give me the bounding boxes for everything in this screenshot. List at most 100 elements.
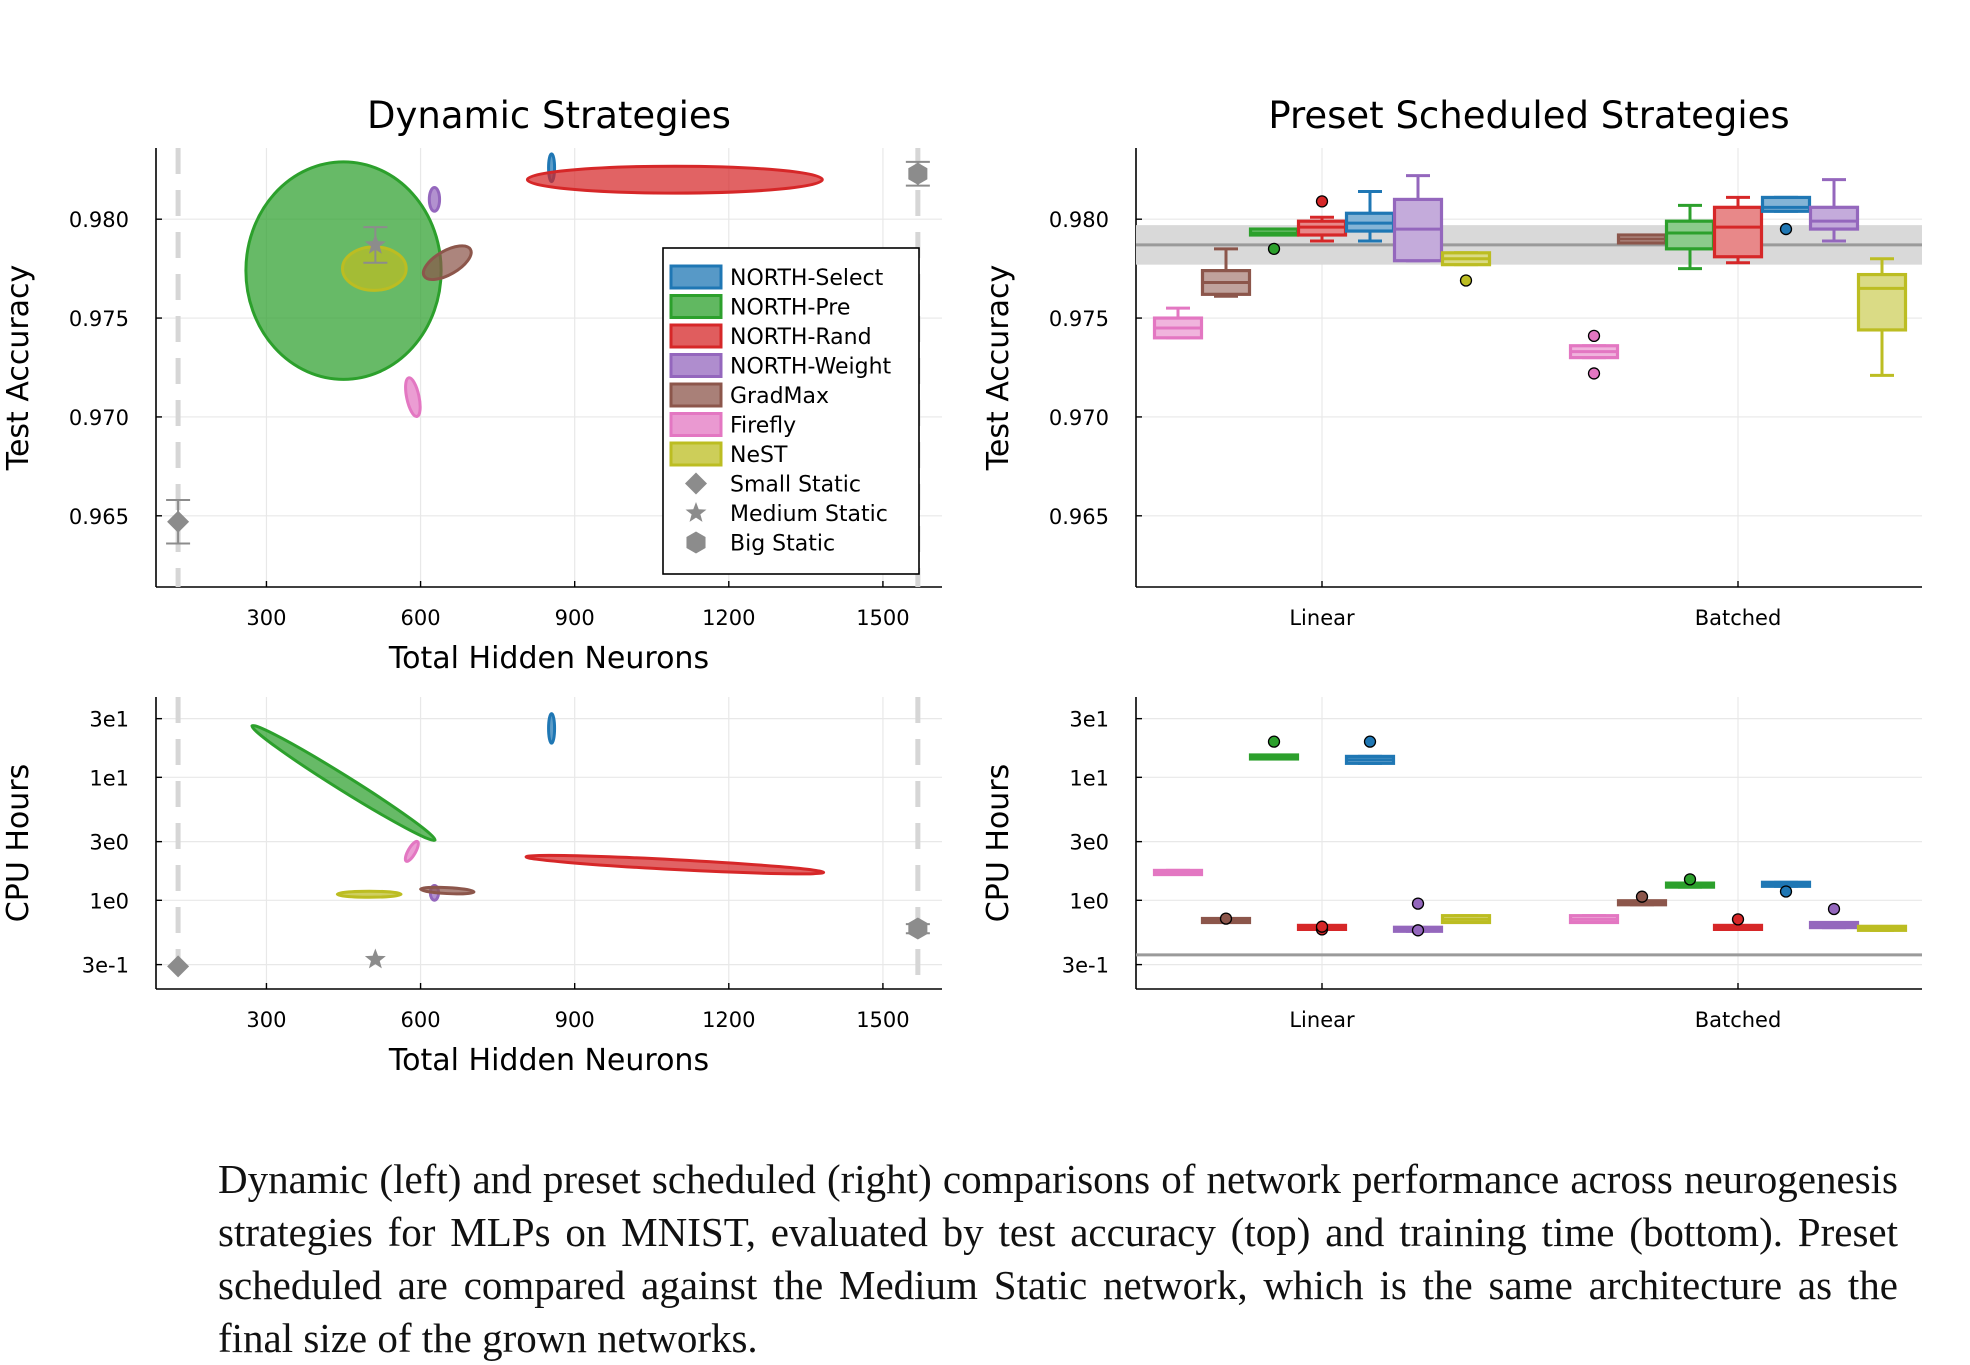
legend-swatch: [669, 412, 723, 437]
y-tick-label: 0.975: [1049, 307, 1109, 331]
marker-medium-static: [364, 948, 386, 969]
ellipse-northweight: [427, 186, 442, 213]
x-tick-label: 600: [401, 606, 441, 630]
y-tick-label: 1e0: [89, 889, 129, 913]
y-tick-label: 1e0: [1069, 889, 1109, 913]
legend-label: Medium Static: [730, 502, 888, 527]
ellipse-northpre: [250, 723, 437, 842]
outlier-point: [1779, 885, 1793, 898]
y-tick-label: 0.980: [1049, 208, 1109, 232]
outlier-point: [1219, 912, 1233, 925]
x-tick-label: 900: [555, 1008, 595, 1032]
y-tick-label: 3e0: [89, 831, 129, 855]
y-axis-label: Test Accuracy: [981, 265, 1016, 472]
y-tick-label: 3e0: [1069, 831, 1109, 855]
outlier-point: [1779, 222, 1793, 236]
outlier-point: [1459, 274, 1473, 287]
y-axis-label: CPU Hours: [1, 764, 36, 922]
ellipse-gradmax: [421, 244, 473, 282]
ellipse-firefly: [404, 376, 422, 419]
outlier-point: [1315, 195, 1329, 208]
y-tick-label: 0.980: [69, 208, 129, 232]
figure: 0.965 0.970 0.975 0.980 300 600 900 1200 1500 Dyn…: [1, 94, 1922, 1078]
x-tick-label: Batched: [1695, 1008, 1782, 1032]
y-tick-label: 3e-1: [82, 954, 129, 978]
dynamic-cpu-panel: 3e-1 1e0 3e0 1e1 3e1 300 600 900 1200 1500 Total H…: [1, 697, 942, 1078]
x-tick-label: 1200: [702, 606, 755, 630]
legend-marker: [685, 472, 707, 495]
x-tick-label: Linear: [1289, 606, 1355, 630]
legend-label: Big Static: [730, 532, 835, 557]
x-tick-label: 600: [401, 1008, 441, 1032]
outlier-point: [1315, 920, 1329, 933]
legend: NORTH-Select NORTH-Pre NORTH-Rand NORTH-Wei…: [662, 247, 920, 575]
ellipse-nest: [335, 889, 403, 899]
box-northselect-batched: [1760, 195, 1812, 213]
legend-swatch: [669, 323, 723, 349]
y-tick-label: 0.965: [69, 505, 129, 529]
chart-title: Preset Scheduled Strategies: [1268, 94, 1789, 137]
x-tick-label: 1200: [702, 1008, 755, 1032]
y-tick-label: 3e-1: [1062, 954, 1109, 978]
x-tick-label: 1500: [856, 1008, 909, 1032]
outlier-point: [1635, 890, 1649, 903]
chart-title: Dynamic Strategies: [367, 94, 731, 137]
legend-marker: [686, 531, 706, 554]
legend-label: Small Static: [730, 473, 861, 498]
preset-cpu-panel: 3e-1 1e0 3e0 1e1 3e1 Linear Batched CPU Hours: [981, 697, 1922, 1032]
y-tick-label: 3e1: [1069, 708, 1109, 732]
box-northrand-batched: [1712, 205, 1764, 259]
y-axis-label: Test Accuracy: [1, 265, 36, 472]
x-axis-label: Total Hidden Neurons: [388, 641, 709, 676]
y-tick-label: 1e1: [1069, 766, 1109, 790]
outlier-point: [1683, 873, 1697, 886]
ellipse-gradmax: [419, 885, 476, 896]
outlier-point: [1731, 913, 1745, 926]
outlier-point: [1267, 735, 1281, 748]
x-tick-label: 900: [555, 606, 595, 630]
y-tick-label: 0.965: [1049, 505, 1109, 529]
marker-small-static: [167, 510, 190, 533]
x-tick-label: 300: [246, 606, 286, 630]
legend-label: NORTH-Rand: [730, 325, 872, 350]
legend-label: Firefly: [730, 414, 796, 439]
outlier-point: [1827, 902, 1841, 916]
legend-swatch: [669, 441, 723, 467]
x-axis-label: Total Hidden Neurons: [388, 1043, 709, 1078]
figure-caption: Dynamic (left) and preset scheduled (rig…: [218, 1156, 1898, 1361]
legend-label: NORTH-Select: [730, 266, 884, 291]
outlier-point: [1411, 897, 1425, 910]
legend-swatch: [669, 264, 723, 290]
legend-marker: [685, 502, 707, 522]
ellipse-firefly: [403, 839, 420, 863]
legend-swatch: [669, 382, 723, 408]
ellipse-northselect: [547, 712, 557, 745]
y-tick-label: 0.970: [69, 406, 129, 430]
outlier-point: [1587, 367, 1601, 380]
x-tick-label: 300: [246, 1008, 286, 1032]
marker-big-static: [908, 917, 928, 940]
outlier-point: [1267, 242, 1281, 256]
y-axis-label: CPU Hours: [981, 764, 1016, 922]
marker-small-static: [167, 955, 190, 978]
marker-medium-static: [364, 233, 386, 254]
preset-accuracy-panel: 0.965 0.970 0.975 0.980 Linear Batched Preset …: [981, 94, 1922, 630]
dynamic-accuracy-panel: 0.965 0.970 0.975 0.980 300 600 900 1200 1500 Dyn…: [1, 94, 942, 676]
y-tick-label: 0.975: [69, 307, 129, 331]
marker-big-static: [908, 162, 928, 185]
legend-swatch: [669, 353, 723, 378]
box-northpre-batched: [1664, 219, 1716, 251]
ellipse-northrand: [524, 853, 826, 876]
y-tick-label: 0.970: [1049, 406, 1109, 430]
legend-swatch: [669, 294, 723, 319]
y-tick-label: 1e1: [89, 766, 129, 790]
legend-label: NORTH-Pre: [730, 296, 850, 321]
x-tick-label: Batched: [1695, 606, 1782, 630]
box-northweight-batched: [1808, 205, 1860, 231]
box-nest-batched: [1856, 272, 1908, 332]
outlier-point: [1587, 329, 1601, 343]
outlier-point: [1411, 924, 1425, 937]
legend-label: GradMax: [730, 384, 829, 409]
x-tick-label: 1500: [856, 606, 909, 630]
x-tick-label: Linear: [1289, 1008, 1355, 1032]
